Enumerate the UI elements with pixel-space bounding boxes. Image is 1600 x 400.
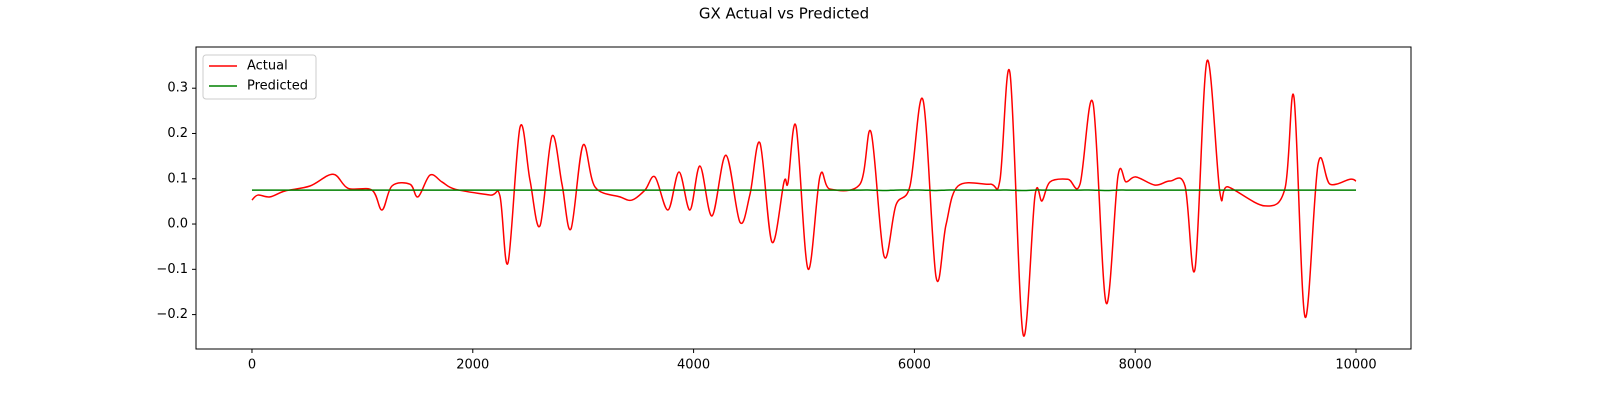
y-tick-label: 0.1 [167,171,188,186]
x-tick-label: 8000 [1119,358,1152,373]
x-tick-label: 6000 [898,358,931,373]
chart-title: GX Actual vs Predicted [699,5,869,23]
y-tick-label: −0.2 [156,307,188,322]
legend-label: Actual [247,59,288,74]
y-tick-label: 0.2 [167,126,188,141]
x-tick-label: 10000 [1335,358,1376,373]
plot-frame [195,46,1412,350]
x-tick-label: 4000 [677,358,710,373]
y-tick-label: 0.0 [167,217,188,232]
x-tick-label: 2000 [456,358,489,373]
y-tick-label: −0.1 [156,262,188,277]
x-tick-label: 0 [248,358,256,373]
legend-label: Predicted [247,79,308,94]
series-line [251,59,1357,337]
y-tick-label: 0.3 [167,81,188,96]
